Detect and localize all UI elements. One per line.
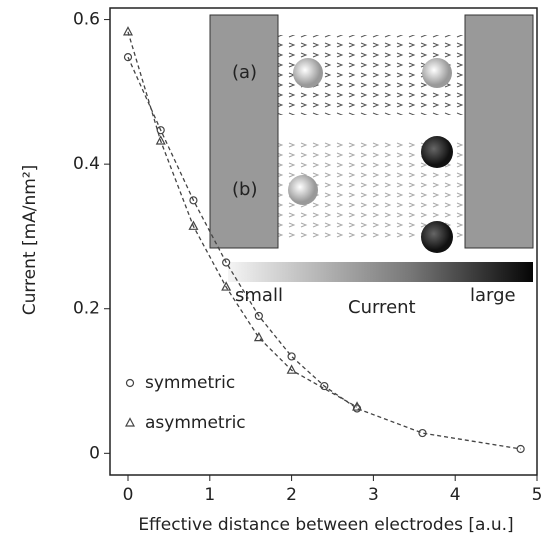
particle bbox=[421, 136, 453, 168]
x-tick-label: 0 bbox=[123, 485, 134, 505]
x-tick-label: 5 bbox=[532, 485, 543, 505]
y-tick-label: 0 bbox=[89, 443, 100, 463]
legend-label: symmetric bbox=[145, 373, 235, 393]
inset-label: (b) bbox=[232, 179, 257, 200]
x-tick-label: 3 bbox=[368, 485, 379, 505]
x-tick-label: 1 bbox=[204, 485, 215, 505]
data-point bbox=[221, 281, 232, 291]
electrode bbox=[209, 14, 279, 249]
plot-frame bbox=[109, 7, 538, 476]
fit-line bbox=[127, 31, 358, 408]
data-point bbox=[156, 126, 165, 135]
data-point bbox=[286, 364, 297, 374]
current-colorbar bbox=[228, 262, 533, 282]
particle bbox=[421, 221, 453, 253]
data-point bbox=[122, 26, 133, 36]
data-point bbox=[516, 444, 525, 454]
particle bbox=[293, 58, 323, 88]
y-tick-label: 0.2 bbox=[73, 299, 100, 319]
y-tick-label: 0.6 bbox=[73, 10, 100, 30]
electrode bbox=[464, 14, 534, 249]
fit-line bbox=[127, 56, 521, 450]
x-axis-label: Effective distance between electrodes [a… bbox=[138, 515, 513, 535]
data-point bbox=[189, 196, 198, 205]
x-tick-label: 4 bbox=[450, 485, 461, 505]
data-point bbox=[253, 331, 264, 342]
legend-marker bbox=[125, 378, 135, 388]
colorbar-label: small bbox=[235, 285, 283, 306]
data-point bbox=[254, 311, 263, 321]
legend-label: asymmetric bbox=[145, 413, 246, 433]
inset: (a) (b) small Current large bbox=[209, 14, 534, 318]
data-point bbox=[287, 352, 296, 361]
legend-marker bbox=[125, 417, 135, 427]
data-point bbox=[418, 428, 427, 438]
data-point bbox=[155, 135, 166, 145]
inset-label: (a) bbox=[232, 62, 257, 83]
y-axis-label: Current [mA/nm²] bbox=[20, 165, 40, 316]
data-point bbox=[222, 258, 231, 267]
y-tick-label: 0.4 bbox=[73, 154, 100, 174]
x-tick-label: 2 bbox=[286, 485, 297, 505]
data-point bbox=[188, 220, 199, 230]
colorbar-label: large bbox=[470, 285, 516, 306]
data-point bbox=[352, 401, 363, 411]
particle bbox=[422, 58, 452, 88]
data-point bbox=[123, 53, 133, 62]
colorbar-title: Current bbox=[348, 297, 416, 318]
particle bbox=[288, 175, 318, 205]
